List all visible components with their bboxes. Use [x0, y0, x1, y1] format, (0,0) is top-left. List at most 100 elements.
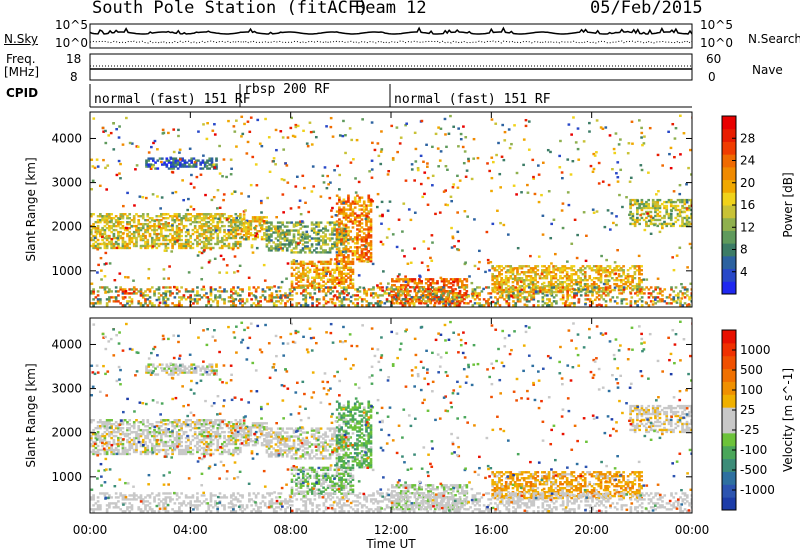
velocity-echo-cell [141, 428, 145, 432]
velocity-echo-cells [90, 320, 692, 513]
power-echo-cell [668, 293, 672, 297]
velocity-echo-cell [96, 436, 100, 440]
power-echo-cell [555, 302, 558, 305]
power-echo-cell [202, 285, 206, 289]
velocity-echo-cell [96, 421, 100, 424]
power-echo-cell [529, 269, 533, 272]
power-echo-cell [197, 130, 200, 133]
power-echo-cell [328, 247, 332, 250]
power-echo-cell [162, 226, 165, 230]
power-echo-cell [108, 226, 111, 230]
power-echo-cell [358, 224, 362, 227]
power-echo-cell [559, 290, 563, 293]
velocity-echo-cell [178, 450, 181, 454]
power-echo-cell [180, 228, 183, 232]
power-echo-cell [242, 233, 246, 237]
power-echo-cell [320, 268, 323, 272]
power-echo-cell [312, 249, 316, 252]
power-echo-cell [385, 292, 389, 295]
power-echo-cell [263, 298, 267, 301]
power-echo-cell [306, 304, 310, 307]
power-echo-cell [426, 176, 430, 180]
power-echo-cell [205, 246, 208, 250]
power-echo-cell [236, 218, 240, 222]
power-echo-cell [335, 242, 339, 245]
power-echo-cell [660, 222, 664, 226]
power-echo-cell [536, 280, 540, 284]
power-echo-cell [191, 242, 195, 246]
power-echo-cell [176, 163, 180, 166]
power-echo-cell [344, 212, 348, 215]
power-echo-cell [99, 256, 103, 260]
power-echo-cell [216, 224, 220, 228]
power-echo-cell [290, 116, 293, 120]
power-echo-cell [91, 165, 95, 168]
power-echo-cell [601, 180, 605, 183]
power-echo-cell [426, 290, 430, 293]
power-echo-cell [360, 298, 364, 301]
power-echo-cell [194, 159, 198, 162]
power-echo-cell [669, 224, 673, 228]
power-echo-cell [466, 215, 470, 218]
power-echo-cell [214, 296, 217, 299]
velocity-echo-cell [99, 421, 102, 424]
power-echo-cell [245, 298, 249, 301]
power-echo-cell [365, 222, 368, 225]
power-echo-cell [338, 296, 341, 299]
power-echo-cell [216, 234, 220, 238]
power-echo-cell [353, 200, 357, 203]
power-echo-cell [358, 286, 362, 289]
power-echo-cell [258, 224, 262, 227]
power-echo-cell [335, 248, 339, 251]
power-echo-cell [554, 268, 558, 271]
power-echo-cell [561, 294, 565, 297]
power-echo-cell [545, 288, 549, 292]
power-echo-cell [202, 228, 206, 232]
power-echo-cell [525, 277, 528, 280]
power-echo-cell [137, 228, 141, 232]
power-echo-cell [561, 282, 564, 286]
power-echo-cell [126, 217, 129, 220]
power-echo-cell [251, 155, 255, 159]
power-echo-cell [507, 288, 511, 291]
power-echo-cell [427, 292, 430, 295]
power-echo-cell [297, 229, 300, 232]
power-echo-cell [299, 223, 303, 226]
velocity-echo-cell [128, 432, 132, 436]
power-echo-cell [406, 284, 410, 287]
velocity-echo-cell [105, 452, 109, 456]
power-echo-cell [460, 295, 464, 299]
power-echo-cell [117, 234, 120, 238]
power-echo-cell [164, 242, 168, 246]
power-echo-cell [172, 150, 176, 154]
power-echo-cell [214, 226, 217, 230]
power-echo-cell [687, 224, 691, 228]
power-echo-cell [206, 161, 209, 164]
power-echo-cell [324, 235, 327, 238]
power-echo-cell [572, 278, 576, 282]
power-echo-cell [690, 198, 692, 202]
power-echo-cell [516, 286, 519, 290]
power-echo-cell [232, 220, 235, 224]
velocity-echo-cell [153, 428, 156, 432]
power-echo-cell [471, 290, 475, 293]
power-echo-cell [356, 256, 359, 259]
power-echo-cell [545, 269, 549, 272]
power-echo-cell [529, 282, 533, 286]
power-echo-cell [317, 286, 321, 289]
power-echo-cell [567, 123, 571, 126]
power-echo-cell [338, 292, 341, 295]
power-echo-cell [155, 242, 159, 246]
power-echo-cell [196, 286, 199, 289]
power-echo-cell [395, 245, 399, 249]
power-echo-cell [647, 202, 651, 206]
power-echo-cell [462, 286, 466, 289]
power-echo-cell [159, 213, 163, 216]
power-echo-cell [130, 225, 134, 228]
power-echo-cell [141, 224, 145, 228]
velocity-echo-cell [153, 446, 156, 450]
power-echo-cell [609, 290, 612, 293]
power-echo-cell [638, 222, 641, 226]
power-echo-cell [442, 280, 446, 283]
velocity-echo-cell [132, 424, 136, 428]
